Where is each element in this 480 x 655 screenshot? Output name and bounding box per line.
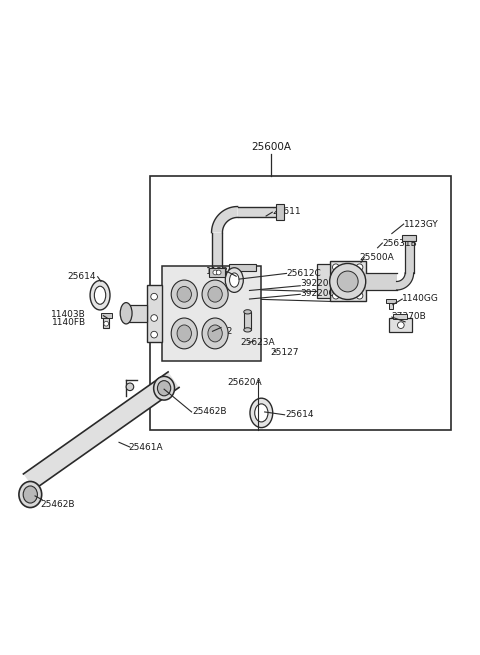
Ellipse shape xyxy=(202,280,228,309)
Text: 25127: 25127 xyxy=(271,348,300,357)
Bar xyxy=(405,240,414,273)
Polygon shape xyxy=(238,206,276,217)
Text: 1140GG: 1140GG xyxy=(402,293,439,303)
Bar xyxy=(389,318,412,332)
Circle shape xyxy=(126,383,134,390)
Circle shape xyxy=(337,271,358,292)
Bar xyxy=(150,176,451,430)
Text: 25462B: 25462B xyxy=(41,500,75,509)
Text: 25614: 25614 xyxy=(67,272,96,281)
Bar xyxy=(146,285,162,342)
Circle shape xyxy=(151,314,157,322)
Bar xyxy=(103,314,109,328)
Text: 25631B: 25631B xyxy=(383,238,417,248)
Text: 25612C: 25612C xyxy=(287,269,321,278)
Circle shape xyxy=(356,292,363,299)
Ellipse shape xyxy=(120,303,132,324)
Ellipse shape xyxy=(154,377,175,400)
Text: 1140FB: 1140FB xyxy=(52,318,86,328)
Bar xyxy=(229,264,256,271)
Circle shape xyxy=(333,292,339,299)
Text: 27370B: 27370B xyxy=(392,312,427,320)
Bar xyxy=(126,305,146,322)
Ellipse shape xyxy=(250,398,273,428)
Bar xyxy=(402,235,417,240)
Bar xyxy=(386,299,396,303)
Bar xyxy=(276,204,284,220)
Text: 1123GY: 1123GY xyxy=(206,267,240,276)
Bar xyxy=(209,268,225,276)
Circle shape xyxy=(151,331,157,338)
Ellipse shape xyxy=(177,325,192,342)
Text: 1123GY: 1123GY xyxy=(404,219,438,229)
Bar xyxy=(393,314,408,319)
Text: 25614: 25614 xyxy=(286,410,314,419)
Circle shape xyxy=(151,293,157,300)
Polygon shape xyxy=(212,233,222,268)
Bar xyxy=(244,312,252,330)
Bar xyxy=(366,273,396,290)
Ellipse shape xyxy=(171,280,197,309)
Ellipse shape xyxy=(177,286,192,302)
Text: 25462B: 25462B xyxy=(192,407,227,416)
Ellipse shape xyxy=(244,328,252,332)
Polygon shape xyxy=(396,273,414,290)
Ellipse shape xyxy=(255,404,268,422)
Bar xyxy=(162,266,261,361)
Text: 25500A: 25500A xyxy=(360,253,394,262)
Polygon shape xyxy=(24,372,179,489)
Ellipse shape xyxy=(208,286,222,302)
Circle shape xyxy=(333,264,339,271)
Ellipse shape xyxy=(208,325,222,342)
Circle shape xyxy=(330,263,366,299)
Text: 25611: 25611 xyxy=(272,207,301,216)
Ellipse shape xyxy=(19,481,42,508)
Bar xyxy=(317,265,330,297)
Text: 39220: 39220 xyxy=(300,279,329,288)
Ellipse shape xyxy=(23,486,37,503)
Text: 25461A: 25461A xyxy=(129,443,163,451)
Text: 22132: 22132 xyxy=(204,327,233,336)
Ellipse shape xyxy=(225,268,243,292)
Circle shape xyxy=(213,270,218,275)
Ellipse shape xyxy=(90,280,110,310)
Text: 25620A: 25620A xyxy=(228,379,262,387)
Circle shape xyxy=(397,322,404,328)
Bar xyxy=(100,313,112,318)
Ellipse shape xyxy=(157,381,171,396)
Text: 25600A: 25600A xyxy=(251,142,291,152)
Circle shape xyxy=(216,270,221,275)
Circle shape xyxy=(104,322,108,326)
Bar xyxy=(234,266,251,268)
Text: 25623A: 25623A xyxy=(240,338,275,347)
Bar xyxy=(330,261,366,301)
Text: 39220G: 39220G xyxy=(300,289,336,298)
Ellipse shape xyxy=(171,318,197,349)
Ellipse shape xyxy=(229,273,239,287)
Ellipse shape xyxy=(202,318,228,349)
Ellipse shape xyxy=(244,310,252,314)
Polygon shape xyxy=(212,206,238,233)
Text: 11403B: 11403B xyxy=(51,310,86,319)
Bar xyxy=(389,300,393,309)
Ellipse shape xyxy=(95,286,106,305)
Circle shape xyxy=(356,264,363,271)
